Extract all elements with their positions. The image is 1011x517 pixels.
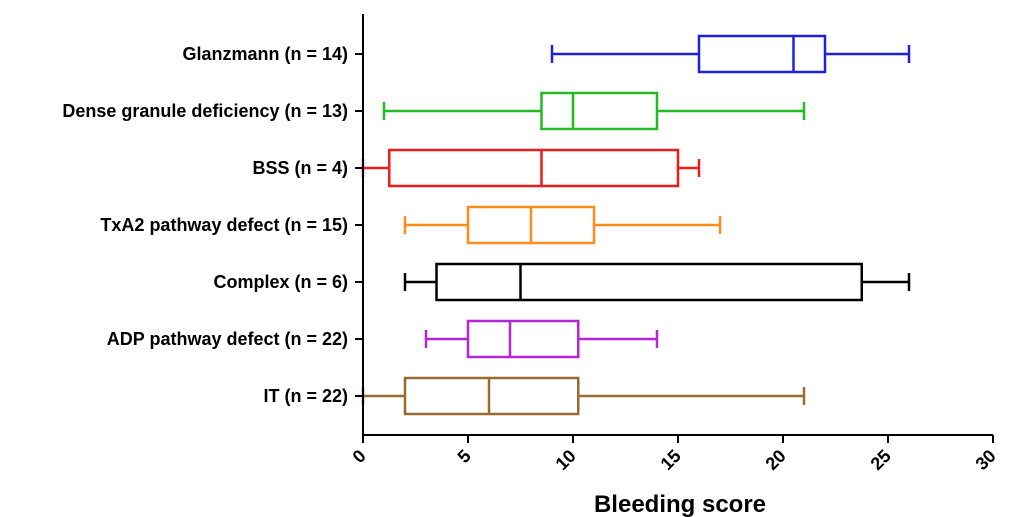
boxes-layer	[361, 34, 911, 416]
x-tick-label-3: 15	[657, 446, 685, 474]
category-label-1: Dense granule deficiency (n = 13)	[62, 101, 348, 121]
x-tick-label-4: 20	[762, 446, 790, 474]
x-tick-label-1: 5	[454, 446, 475, 467]
box-group-5	[424, 319, 659, 359]
category-label-0: Glanzmann (n = 14)	[182, 44, 348, 64]
x-tick-label-6: 30	[972, 446, 1000, 474]
iqr-box-4	[435, 262, 863, 302]
x-axis-title: Bleeding score	[594, 491, 766, 517]
box-group-3	[403, 205, 722, 245]
category-label-6: IT (n = 22)	[263, 386, 348, 406]
iqr-box-1	[540, 91, 659, 131]
iqr-box-0	[697, 34, 827, 74]
iqr-box-2	[388, 148, 680, 188]
box-group-0	[550, 34, 911, 74]
category-label-4: Complex (n = 6)	[213, 272, 348, 292]
category-label-5: ADP pathway defect (n = 22)	[107, 329, 348, 349]
category-label-3: TxA2 pathway defect (n = 15)	[100, 215, 348, 235]
iqr-box-5	[466, 319, 580, 359]
axes-layer: Glanzmann (n = 14) Dense granule deficien…	[62, 14, 1000, 474]
x-tick-label-0: 0	[349, 446, 370, 467]
box-group-6	[361, 376, 806, 416]
x-tick-label-2: 10	[552, 446, 580, 474]
category-label-2: BSS (n = 4)	[252, 158, 348, 178]
x-tick-label-5: 25	[867, 446, 895, 474]
box-group-4	[403, 262, 911, 302]
box-group-2	[361, 148, 701, 188]
box-group-1	[382, 91, 806, 131]
iqr-box-6	[403, 376, 580, 416]
